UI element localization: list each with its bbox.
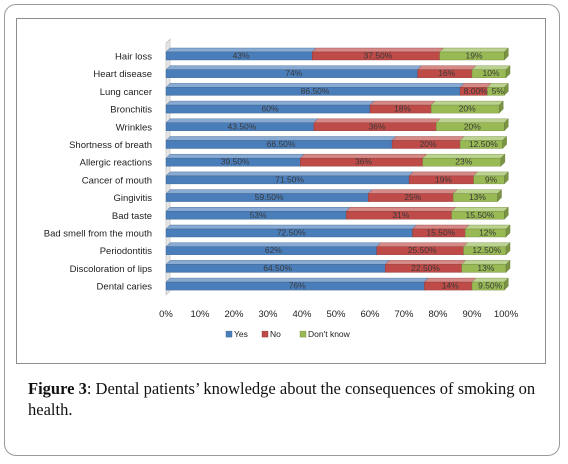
- data-label-no-wrinkles: 36%: [369, 121, 386, 131]
- category-label-allergic-reactions: Allergic reactions: [80, 158, 153, 169]
- legend-label-no: No: [270, 329, 281, 339]
- data-label-yes-discoloration-of-lips: 64.50%: [263, 263, 292, 273]
- data-label-no-cancer-of-mouth: 19%: [435, 174, 452, 184]
- category-label-gingivitis: Gingivitis: [113, 193, 152, 204]
- data-label-no-periodontitis: 25.50%: [408, 245, 437, 255]
- data-label-don-t-know-shortness-of-breath: 12.50%: [469, 139, 498, 149]
- data-label-yes-periodontitis: 62%: [265, 245, 282, 255]
- data-label-no-hair-loss: 37.50%: [364, 51, 393, 61]
- x-tick-label: 100%: [494, 309, 519, 320]
- data-label-yes-allergic-reactions: 39.50%: [221, 157, 250, 167]
- labels-layer: Hair loss 43% 37.50% 19% Heart disease 74% 16%…: [44, 51, 505, 293]
- data-label-yes-shortness-of-breath: 66.50%: [267, 139, 296, 149]
- x-tick-label: 40%: [292, 309, 312, 320]
- bar-don-t-know-gingivitis-side: [497, 189, 502, 203]
- x-tick-label: 10%: [190, 309, 210, 320]
- category-label-dental-caries: Dental caries: [97, 282, 153, 293]
- data-label-don-t-know-lung-cancer: 5%: [492, 86, 505, 96]
- bar-don-t-know-cancer-of-mouth-side: [504, 171, 509, 185]
- data-label-no-bronchitis: 18%: [394, 104, 411, 114]
- data-label-yes-gingivitis: 59.50%: [255, 192, 284, 202]
- x-tick-label: 50%: [326, 309, 346, 320]
- data-label-no-bad-smell-from-the-mouth: 15.50%: [426, 228, 455, 238]
- bar-don-t-know-wrinkles-side: [504, 118, 509, 132]
- bar-don-t-know-allergic-reactions-side: [500, 153, 506, 167]
- category-label-cancer-of-mouth: Cancer of mouth: [82, 175, 152, 186]
- data-label-no-shortness-of-breath: 20%: [420, 139, 437, 149]
- bar-don-t-know-periodontitis-side: [505, 242, 511, 256]
- data-label-don-t-know-bronchitis: 20%: [459, 104, 476, 114]
- data-label-don-t-know-bad-smell-from-the-mouth: 12%: [479, 228, 496, 238]
- data-label-yes-dental-caries: 76%: [289, 281, 306, 291]
- data-label-no-heart-disease: 16%: [438, 68, 455, 78]
- data-label-yes-cancer-of-mouth: 71.50%: [275, 174, 304, 184]
- category-label-hair-loss: Hair loss: [115, 52, 152, 63]
- data-label-yes-bronchitis: 60%: [261, 104, 278, 114]
- data-label-yes-bad-smell-from-the-mouth: 72.50%: [277, 228, 306, 238]
- data-label-no-allergic-reactions: 36%: [355, 157, 372, 167]
- data-label-don-t-know-cancer-of-mouth: 9%: [485, 174, 498, 184]
- bar-don-t-know-bad-smell-from-the-mouth-side: [505, 224, 511, 238]
- data-label-don-t-know-gingivitis: 13%: [469, 192, 486, 202]
- data-label-don-t-know-wrinkles: 20%: [464, 121, 481, 131]
- legend-swatch-yes: [225, 330, 233, 338]
- x-tick-label: 80%: [428, 309, 448, 320]
- x-axis-ticks: 0% 10% 20% 30% 40% 50% 60% 70% 80% 90% 100%: [159, 309, 519, 320]
- category-label-bad-taste: Bad taste: [112, 211, 152, 222]
- x-tick-label: 90%: [462, 309, 482, 320]
- bar-don-t-know-lung-cancer-side: [504, 82, 509, 96]
- category-label-discoloration-of-lips: Discoloration of lips: [70, 264, 153, 275]
- data-label-don-t-know-bad-taste: 15.50%: [466, 210, 495, 220]
- figure-caption-text: : Dental patients’ knowledge about the c…: [28, 379, 536, 419]
- data-label-don-t-know-heart-disease: 10%: [482, 68, 499, 78]
- bar-don-t-know-bronchitis-side: [499, 100, 504, 114]
- x-tick-label: 70%: [394, 309, 414, 320]
- category-label-lung-cancer: Lung cancer: [100, 87, 152, 98]
- data-label-no-discoloration-of-lips: 22.50%: [411, 263, 440, 273]
- legend-label-don-t-know: Don't know: [308, 329, 351, 339]
- data-label-no-dental-caries: 14%: [442, 281, 459, 291]
- data-label-yes-lung-cancer: 86.50%: [301, 86, 330, 96]
- data-label-don-t-know-allergic-reactions: 23%: [455, 157, 472, 167]
- data-label-don-t-know-periodontitis: 12.50%: [472, 245, 501, 255]
- figure-caption: Figure 3: Dental patients’ knowledge abo…: [28, 378, 538, 420]
- x-tick-label: 20%: [224, 309, 244, 320]
- bar-don-t-know-bad-taste-side: [504, 206, 509, 220]
- data-label-don-t-know-discoloration-of-lips: 13%: [477, 263, 494, 273]
- category-label-periodontitis: Periodontitis: [100, 246, 153, 257]
- legend-swatch-no: [261, 330, 269, 338]
- bars-layer: [165, 38, 511, 296]
- data-label-yes-heart-disease: 74%: [285, 68, 302, 78]
- category-label-shortness-of-breath: Shortness of breath: [69, 140, 152, 151]
- bar-don-t-know-discoloration-of-lips-side: [505, 259, 511, 273]
- bar-don-t-know-heart-disease-side: [505, 65, 511, 79]
- data-label-yes-wrinkles: 43.50%: [228, 121, 257, 131]
- bar-don-t-know-hair-loss-side: [504, 47, 509, 61]
- data-label-yes-bad-taste: 53%: [250, 210, 267, 220]
- category-label-heart-disease: Heart disease: [93, 69, 152, 80]
- category-label-bronchitis: Bronchitis: [110, 105, 152, 116]
- data-label-no-lung-cancer: 8.00%: [464, 86, 489, 96]
- x-tick-label: 60%: [360, 309, 380, 320]
- bar-don-t-know-dental-caries-side: [504, 277, 509, 291]
- category-label-bad-smell-from-the-mouth: Bad smell from the mouth: [44, 229, 152, 240]
- bar-don-t-know-shortness-of-breath-side: [502, 136, 507, 149]
- x-tick-label: 30%: [258, 309, 278, 320]
- x-tick-label: 0%: [159, 309, 173, 320]
- data-label-no-bad-taste: 31%: [392, 210, 409, 220]
- data-label-don-t-know-hair-loss: 19%: [465, 51, 482, 61]
- category-label-wrinkles: Wrinkles: [116, 122, 152, 133]
- legend: Yes No Don't know: [225, 329, 351, 339]
- data-label-no-gingivitis: 25%: [404, 192, 421, 202]
- stacked-bar-chart: Hair loss 43% 37.50% 19% Heart disease 74% 16%…: [44, 38, 519, 339]
- data-label-yes-hair-loss: 43%: [233, 51, 250, 61]
- legend-label-yes: Yes: [234, 329, 248, 339]
- figure-label: Figure 3: [28, 379, 87, 398]
- legend-swatch-don-t-know: [299, 330, 307, 338]
- data-label-don-t-know-dental-caries: 9.50%: [478, 281, 503, 291]
